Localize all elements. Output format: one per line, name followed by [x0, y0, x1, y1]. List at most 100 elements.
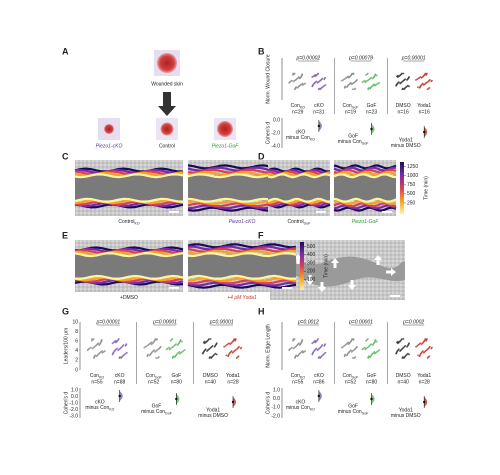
- axis-label: Norm. Edge Length: [265, 324, 271, 368]
- contrast: GoF: [348, 403, 358, 409]
- front: [74, 201, 184, 208]
- dot: [365, 339, 368, 342]
- front: [333, 204, 397, 210]
- dot: [146, 344, 148, 347]
- panel-label: E: [62, 230, 68, 240]
- axis-label: Leaders/100 μm: [63, 328, 69, 364]
- n-label: n=19: [345, 109, 356, 115]
- dot: [406, 345, 408, 348]
- dot: [367, 357, 370, 359]
- contrast: minus ConKO: [286, 135, 315, 141]
- front: [74, 249, 184, 255]
- dot: [294, 88, 296, 91]
- label-text: Yoda1: [226, 373, 240, 379]
- tick-label: 2: [75, 358, 78, 364]
- dot: [319, 88, 322, 91]
- label-text: GoF: [367, 103, 377, 109]
- scale-bar: [282, 287, 292, 289]
- tick-label: 0: [75, 367, 78, 373]
- dot: [373, 352, 376, 355]
- dot: [420, 343, 423, 346]
- dot: [397, 342, 399, 345]
- label: ConKO: [291, 103, 306, 109]
- front: [267, 201, 331, 208]
- dot: [361, 348, 364, 351]
- effect-dist: [233, 397, 236, 407]
- front: [75, 250, 184, 256]
- contrast-text: minus DMSO: [391, 143, 421, 149]
- effect: [370, 127, 373, 131]
- n-label: n=40: [398, 379, 409, 385]
- tick-label: -3.0: [69, 413, 78, 419]
- tick-label: -1.0: [69, 400, 78, 406]
- front: [187, 283, 297, 289]
- dot: [345, 354, 348, 357]
- tick-label: 1250: [407, 164, 418, 170]
- axis-label: Cohen's d: [265, 392, 271, 415]
- dot: [224, 344, 227, 347]
- label-text: DMSO: [396, 103, 411, 109]
- front: [333, 170, 397, 177]
- n-label: n=28: [419, 379, 430, 385]
- subscript: GoF: [304, 221, 311, 225]
- contrast: cKO: [95, 399, 105, 405]
- tick-label: 500: [407, 191, 416, 197]
- contrast: cKO: [296, 129, 306, 135]
- label: +DMSO: [120, 295, 138, 301]
- label-text: GoF: [367, 373, 377, 379]
- dot: [296, 355, 299, 358]
- label-text: cKO: [314, 373, 324, 379]
- panel-label: D: [258, 151, 265, 161]
- subscript: KO: [109, 407, 114, 411]
- n-label: n=88: [114, 379, 125, 385]
- panel-label: C: [62, 151, 69, 161]
- label: ConKO: [90, 373, 105, 379]
- dot: [146, 355, 149, 358]
- effect-dist: [371, 394, 375, 404]
- dot: [215, 353, 218, 356]
- effect: [231, 400, 235, 404]
- n-label: n=55: [292, 379, 303, 385]
- front: [267, 173, 331, 179]
- dot: [92, 357, 95, 359]
- dot: [311, 342, 314, 345]
- dot: [292, 80, 295, 83]
- front: [188, 245, 297, 251]
- axis-label: Time (min): [323, 254, 329, 278]
- tick-label: 400: [307, 252, 316, 258]
- dot: [157, 357, 159, 359]
- caption: Piezo1-GoF: [212, 143, 240, 149]
- dot: [373, 84, 376, 87]
- contrast: minus DMSO: [391, 143, 421, 149]
- dot: [223, 345, 226, 348]
- dot: [311, 76, 314, 78]
- dot: [292, 74, 294, 76]
- label: ControlKO: [118, 219, 139, 225]
- dot: [426, 357, 429, 359]
- contrast-text: minus DMSO: [198, 413, 228, 419]
- front: [267, 203, 331, 209]
- effect: [118, 394, 121, 398]
- n-label: n=16: [419, 109, 430, 115]
- effect: [317, 394, 321, 398]
- dot: [148, 354, 151, 357]
- front: [267, 168, 331, 175]
- dot: [213, 345, 216, 348]
- tick-label: 250: [407, 200, 416, 206]
- dot: [165, 348, 168, 351]
- dot: [399, 350, 402, 352]
- dot: [155, 338, 158, 341]
- dot: [430, 347, 433, 350]
- front: [74, 277, 184, 283]
- gap: [75, 175, 183, 201]
- dot: [114, 341, 117, 344]
- dot: [111, 342, 114, 345]
- dot: [301, 84, 304, 86]
- dot: [402, 338, 405, 340]
- dot: [316, 81, 319, 84]
- n-label: n=80: [366, 379, 377, 385]
- label: Yoda1: [417, 103, 431, 109]
- label: ConGoF: [342, 373, 358, 379]
- label-text: Yoda1: [417, 373, 431, 379]
- label: GoF: [367, 373, 377, 379]
